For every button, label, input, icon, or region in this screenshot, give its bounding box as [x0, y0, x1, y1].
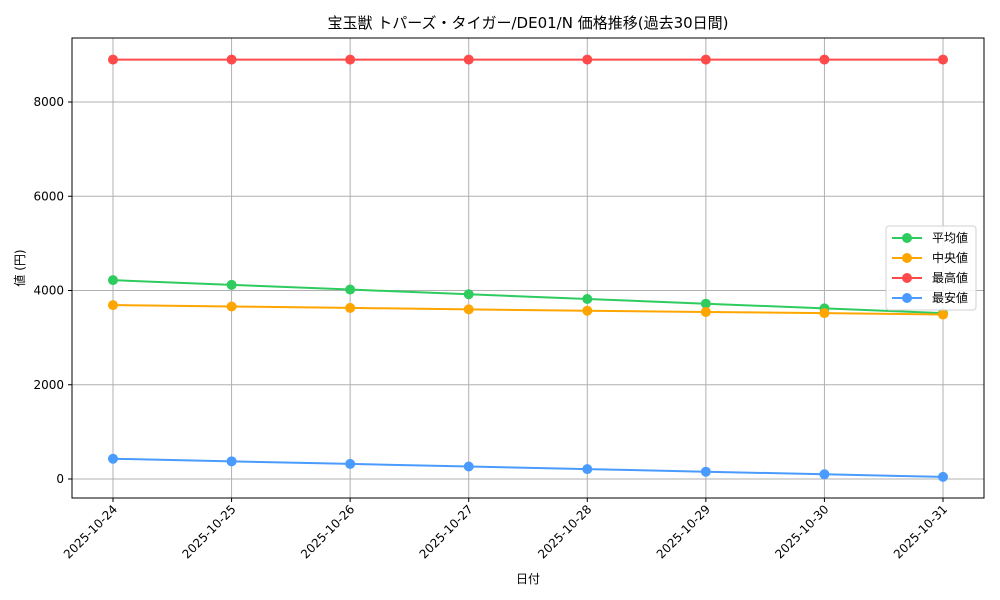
y-tick-label: 8000: [33, 95, 64, 109]
x-tick-label: 2025-10-28: [535, 502, 594, 561]
data-point: [226, 54, 237, 65]
y-tick-label: 0: [56, 472, 64, 486]
series-lines: [108, 54, 948, 482]
legend-label: 中央値: [932, 250, 968, 265]
data-point: [582, 293, 593, 304]
chart-title: 宝玉獣 トパーズ・タイガー/DE01/N 価格推移(過去30日間): [327, 14, 728, 32]
legend-box: [885, 225, 977, 311]
y-tick-label: 4000: [33, 284, 64, 298]
y-axis-label: 値 (円): [12, 249, 27, 286]
data-point: [108, 54, 118, 65]
data-point: [463, 54, 474, 65]
x-tick-label: 2025-10-30: [772, 502, 831, 561]
legend-marker: [902, 253, 912, 263]
data-point: [345, 54, 356, 65]
data-point: [700, 298, 711, 309]
x-axis-ticks: 2025-10-24 2025-10-25 2025-10-26 2025-10-27…: [61, 498, 950, 561]
data-point: [938, 471, 948, 482]
data-point: [819, 308, 830, 319]
data-point: [345, 302, 356, 313]
series-line: [112, 304, 944, 316]
series-line: [112, 457, 944, 478]
x-tick-label: 2025-10-24: [61, 502, 120, 561]
data-point: [345, 458, 356, 469]
legend-marker: [902, 233, 912, 243]
data-point: [582, 305, 593, 316]
data-point: [226, 301, 237, 312]
data-point: [700, 54, 711, 65]
data-point: [463, 304, 474, 315]
series-line: [112, 279, 944, 315]
legend-label: 最安値: [932, 290, 968, 305]
legend-marker: [902, 273, 912, 283]
x-tick-label: 2025-10-29: [654, 502, 713, 561]
data-point: [582, 464, 593, 475]
x-tick-label: 2025-10-26: [298, 502, 357, 561]
legend-label: 平均値: [932, 230, 968, 245]
data-point: [938, 54, 948, 65]
data-point: [108, 453, 118, 464]
data-point: [700, 466, 711, 477]
data-point: [700, 306, 711, 317]
data-point: [938, 309, 948, 320]
data-point: [345, 284, 356, 295]
grid: [72, 38, 984, 498]
plot-frame: [71, 37, 985, 499]
x-tick-label: 2025-10-31: [891, 502, 950, 561]
y-tick-label: 2000: [33, 378, 64, 392]
data-point: [819, 469, 830, 480]
data-point: [226, 456, 237, 467]
data-point: [108, 275, 118, 286]
data-point: [463, 289, 474, 300]
data-point: [819, 54, 830, 65]
y-axis-ticks: 0 2000 4000 6000 8000: [33, 95, 72, 486]
x-tick-label: 2025-10-25: [179, 502, 238, 561]
x-axis-label: 日付: [516, 572, 540, 586]
data-point: [226, 279, 237, 290]
y-tick-label: 6000: [33, 189, 64, 203]
x-tick-label: 2025-10-27: [417, 502, 476, 561]
data-point: [463, 461, 474, 472]
legend-label: 最高値: [932, 270, 968, 285]
data-point: [108, 300, 118, 311]
legend-marker: [902, 293, 912, 303]
data-point: [582, 54, 593, 65]
